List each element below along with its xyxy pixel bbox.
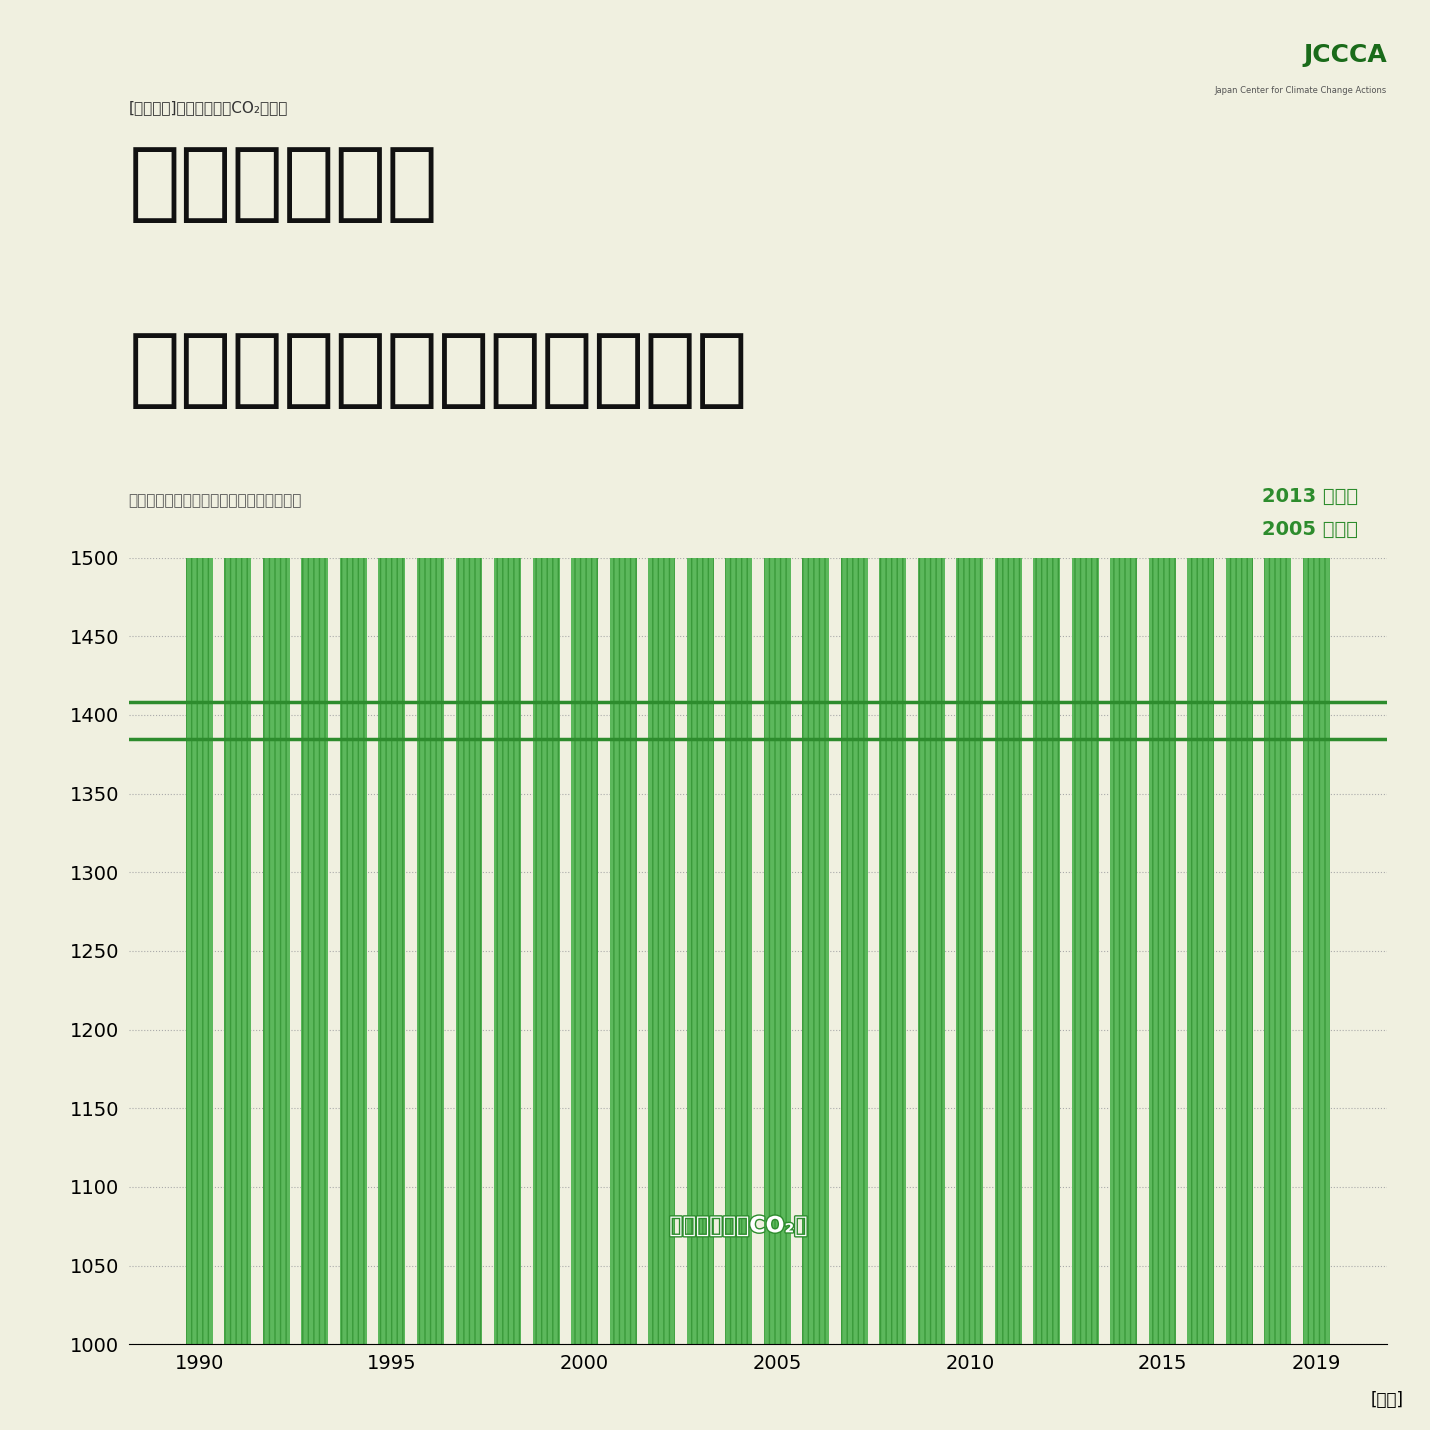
Bar: [379, 0, 406, 1344]
Bar: [1072, 0, 1098, 1344]
Bar: [1034, 0, 1060, 1344]
Bar: [302, 0, 329, 1344]
Bar: [995, 0, 1022, 1344]
Text: 2005 年度比: 2005 年度比: [1263, 519, 1358, 539]
Bar: [957, 0, 984, 1344]
Bar: [493, 0, 521, 1344]
Bar: [879, 0, 907, 1344]
Text: 日本における: 日本における: [129, 143, 439, 226]
Text: 二酸化炭素（CO₂）: 二酸化炭素（CO₂）: [669, 1217, 808, 1236]
Bar: [302, 0, 329, 1344]
Bar: [379, 0, 406, 1344]
Bar: [609, 0, 636, 1344]
Bar: [225, 0, 252, 1344]
Bar: [1034, 0, 1060, 1344]
Bar: [648, 0, 675, 1344]
Bar: [686, 0, 714, 1344]
Bar: [186, 0, 213, 1344]
Bar: [1110, 0, 1137, 1344]
Bar: [532, 0, 559, 1344]
Bar: [609, 0, 636, 1344]
Bar: [957, 0, 984, 1344]
Text: 温室効果ガス排出量の推移: 温室効果ガス排出量の推移: [129, 329, 748, 412]
Bar: [1303, 0, 1330, 1344]
Bar: [418, 0, 443, 1344]
Bar: [995, 0, 1022, 1344]
Bar: [1148, 0, 1175, 1344]
Bar: [841, 0, 868, 1344]
Bar: [263, 0, 290, 1344]
Bar: [1264, 0, 1291, 1344]
Bar: [225, 0, 252, 1344]
Bar: [764, 0, 791, 1344]
Bar: [725, 0, 752, 1344]
Bar: [841, 0, 868, 1344]
Bar: [648, 0, 675, 1344]
Bar: [686, 0, 714, 1344]
Bar: [725, 0, 752, 1344]
Text: 出典）温室効果ガスインベントリオフィス: 出典）温室効果ガスインベントリオフィス: [129, 493, 302, 508]
Bar: [418, 0, 443, 1344]
Bar: [1110, 0, 1137, 1344]
Bar: [493, 0, 521, 1344]
Bar: [1226, 0, 1253, 1344]
Bar: [263, 0, 290, 1344]
Bar: [532, 0, 559, 1344]
Bar: [802, 0, 829, 1344]
Text: [百万トン]二酸化炭素（CO₂）換算: [百万トン]二酸化炭素（CO₂）換算: [129, 100, 287, 114]
Bar: [456, 0, 482, 1344]
Bar: [1226, 0, 1253, 1344]
X-axis label: [年度]: [年度]: [1370, 1391, 1404, 1410]
Bar: [918, 0, 945, 1344]
Bar: [764, 0, 791, 1344]
Bar: [1303, 0, 1330, 1344]
Bar: [340, 0, 368, 1344]
Bar: [186, 0, 213, 1344]
Bar: [879, 0, 907, 1344]
Bar: [1148, 0, 1175, 1344]
Bar: [802, 0, 829, 1344]
Text: 2013 年度比: 2013 年度比: [1263, 486, 1358, 506]
Bar: [1264, 0, 1291, 1344]
Bar: [571, 0, 598, 1344]
Bar: [1187, 0, 1214, 1344]
Bar: [456, 0, 482, 1344]
Text: JCCCA: JCCCA: [1303, 43, 1387, 67]
Bar: [340, 0, 368, 1344]
Bar: [571, 0, 598, 1344]
Bar: [1072, 0, 1098, 1344]
Bar: [918, 0, 945, 1344]
Bar: [1187, 0, 1214, 1344]
Text: Japan Center for Climate Change Actions: Japan Center for Climate Change Actions: [1216, 86, 1387, 94]
